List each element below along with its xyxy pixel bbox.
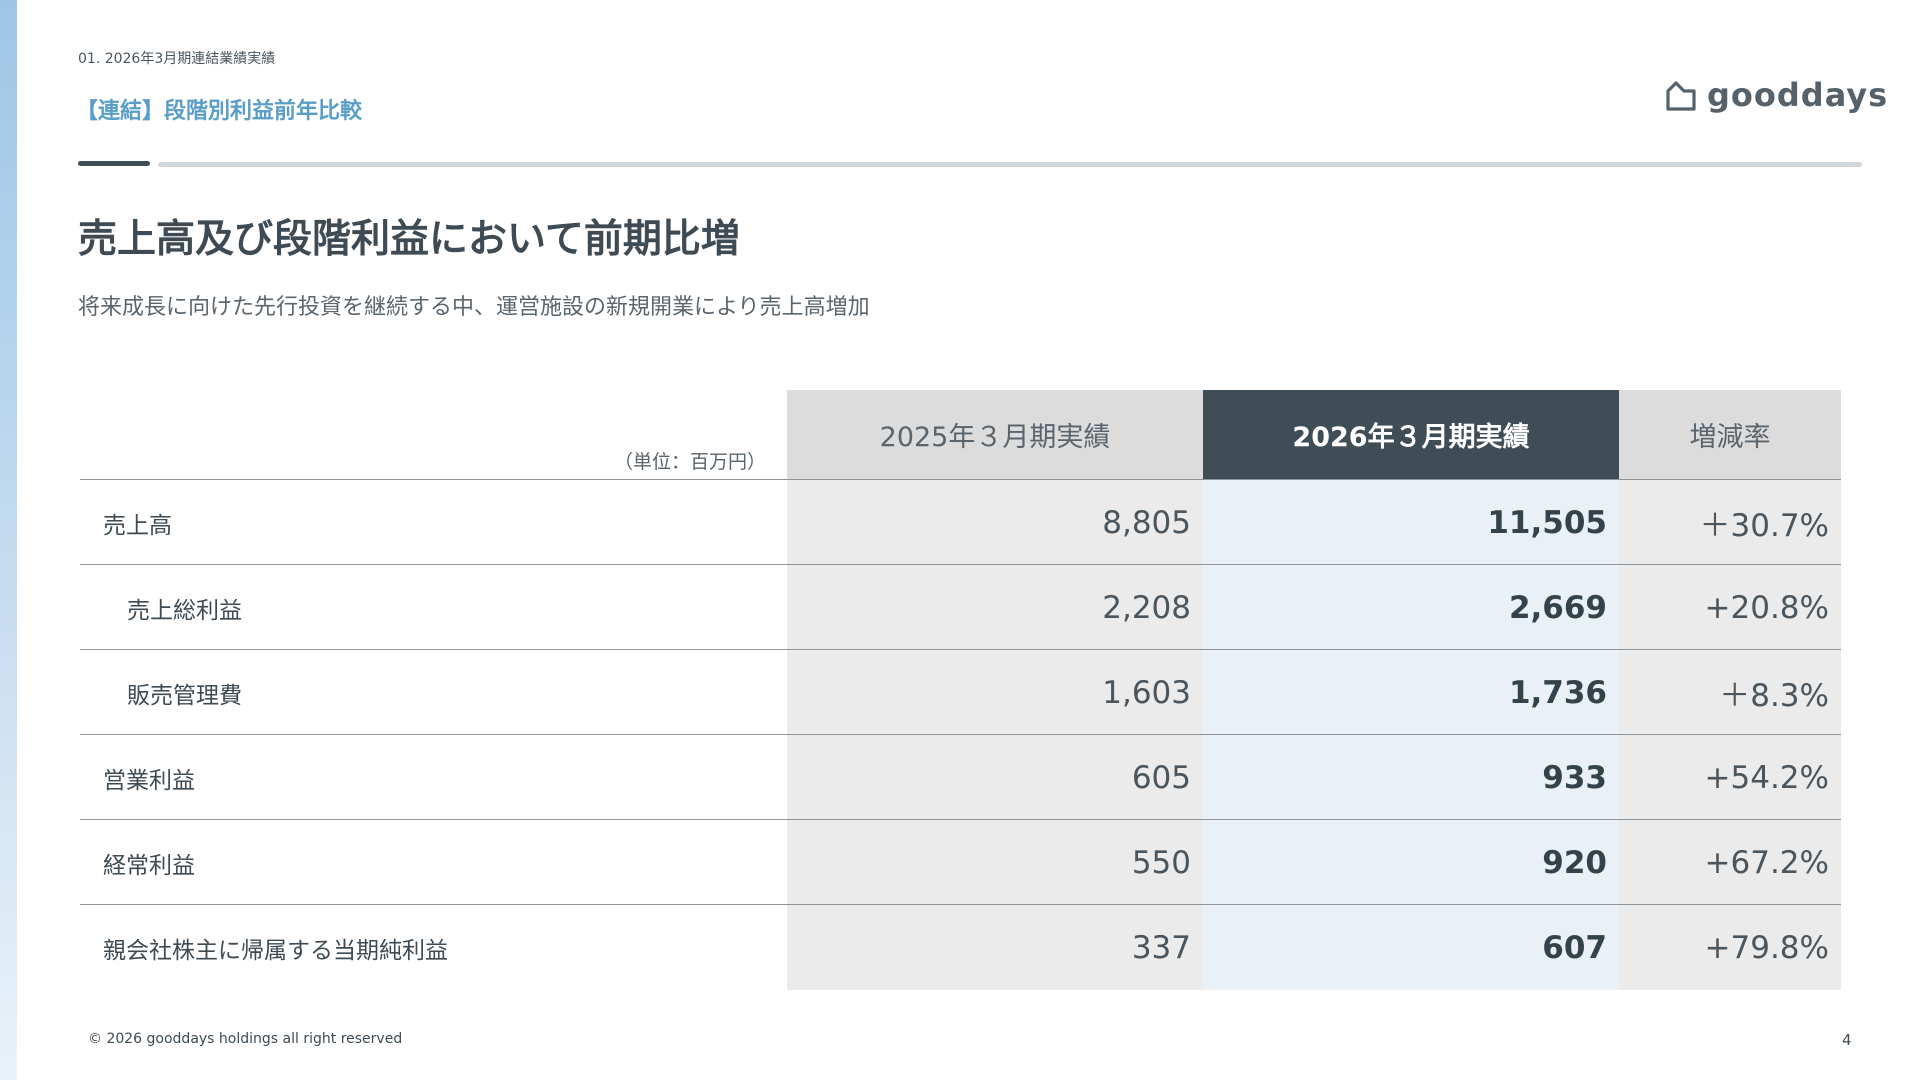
row-divider [80,649,1841,650]
company-logo: gooddays [1665,76,1888,114]
row-divider [80,564,1841,565]
value-fy2026: 1,736 [1508,674,1607,711]
column-header-rate: 増減率 [1619,390,1841,479]
left-accent-strip [0,0,17,1080]
value-fy2026: 2,669 [1508,589,1607,626]
value-fy2026: 11,505 [1487,504,1607,541]
fy2025-column-bg [787,390,1203,990]
subheadline: 将来成長に向けた先行投資を継続する中、運営施設の新規開業により売上高増加 [78,295,870,320]
row-label: 営業利益 [103,767,195,794]
logo-wordmark: gooddays [1707,76,1889,114]
change-rate: +79.8% [1704,929,1829,966]
value-fy2025: 2,208 [1102,589,1191,626]
column-header-fy2026: 2026年３月期実績 [1203,390,1619,479]
value-fy2026: 607 [1542,929,1607,966]
table-row-operating-income: 営業利益 605 933 +54.2% [0,735,1920,820]
column-header-fy2025: 2025年３月期実績 [787,390,1203,479]
change-rate: +67.2% [1704,844,1829,881]
headline: 売上高及び段階利益において前期比増 [78,217,740,262]
change-rate: +54.2% [1704,759,1829,796]
table-row-sales: 売上高 8,805 11,505 ＋30.7% [0,480,1920,565]
change-rate: ＋30.7% [1699,508,1829,544]
row-divider [80,479,1841,480]
value-fy2026: 933 [1542,759,1607,796]
table-row-gross-profit: 売上総利益 2,208 2,669 +20.8% [0,565,1920,650]
change-rate: +20.8% [1704,589,1829,626]
row-divider [80,734,1841,735]
row-divider [80,904,1841,905]
unit-note: （単位：百万円） [614,451,767,473]
value-fy2025: 337 [1131,929,1191,966]
row-label: 販売管理費 [127,682,242,709]
section-label: 01. 2026年3月期連結業績実績 [78,51,276,67]
row-label: 売上総利益 [127,597,242,624]
table-row-net-income: 親会社株主に帰属する当期純利益 337 607 +79.8% [0,905,1920,990]
page-number: 4 [1842,1031,1852,1049]
value-fy2025: 1,603 [1102,674,1191,711]
row-label: 経常利益 [103,852,195,879]
title-rule-accent [78,161,150,166]
copyright-footer: © 2026 gooddays holdings all right reser… [88,1031,403,1047]
rate-column-bg [1619,390,1841,990]
title-rule [158,162,1862,167]
change-rate: ＋8.3% [1719,678,1829,714]
fy2026-column-bg [1203,390,1619,990]
house-logo-icon [1666,81,1696,111]
row-divider [80,819,1841,820]
table-row-sga: 販売管理費 1,603 1,736 ＋8.3% [0,650,1920,735]
value-fy2026: 920 [1542,844,1607,881]
slide-title: 【連結】段階別利益前年比較 [76,99,363,124]
value-fy2025: 605 [1131,759,1191,796]
row-label: 親会社株主に帰属する当期純利益 [103,937,448,964]
row-label: 売上高 [103,512,172,539]
value-fy2025: 8,805 [1102,504,1191,541]
table-row-ordinary-income: 経常利益 550 920 +67.2% [0,820,1920,905]
value-fy2025: 550 [1131,844,1191,881]
